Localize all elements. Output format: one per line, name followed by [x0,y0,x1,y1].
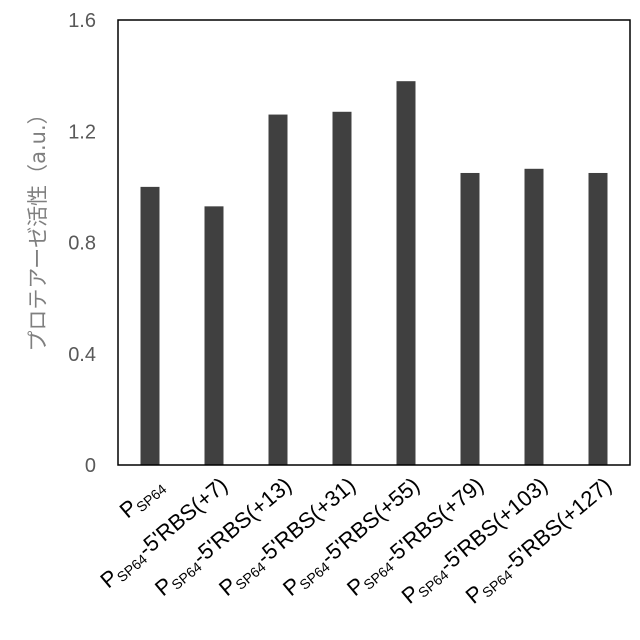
plot-frame [118,20,630,465]
bar-7 [525,169,544,465]
x-axis-categories: PSP64PSP64-5'RBS(+7)PSP64-5'RBS(+13)PSP6… [95,472,617,610]
y-axis-ticks: 0 0.4 0.8 1.2 1.6 [68,10,96,477]
bar-5 [397,81,416,465]
bar-6 [461,173,480,465]
y-axis-label: プロテアーゼ活性（a.u.） [26,103,50,351]
bar-3 [269,115,288,465]
bars-group [141,81,608,465]
y-tick-label-0: 0 [85,455,96,477]
y-tick-label-2: 0.8 [68,233,96,255]
x-category-label-1: PSP64 [115,472,170,524]
y-tick-label-1: 0.4 [68,344,96,366]
bar-1 [141,187,160,465]
bar-8 [589,173,608,465]
y-tick-label-3: 1.2 [68,121,96,143]
bar-2 [205,206,224,465]
bar-4 [333,112,352,465]
y-tick-label-4: 1.6 [68,10,96,32]
